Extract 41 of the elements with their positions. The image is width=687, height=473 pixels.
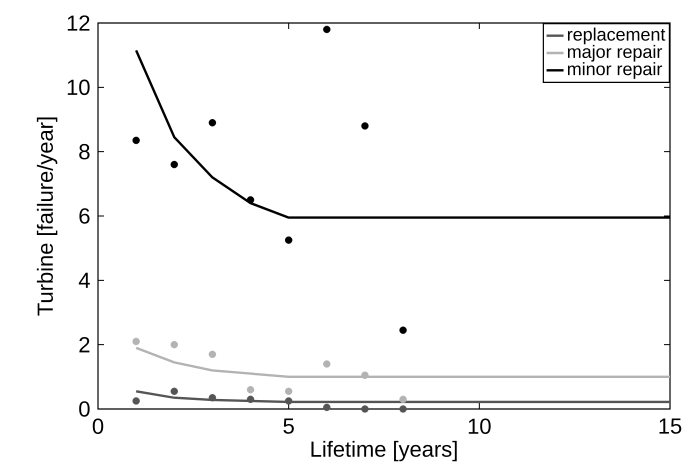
x-tick-label: 15 (659, 418, 682, 434)
point (132, 136, 140, 144)
y-tick-label: 6 (79, 208, 90, 224)
y-tick-label: 8 (79, 144, 90, 160)
point (132, 338, 140, 346)
line-series (134, 346, 670, 378)
y-tick-label: 10 (68, 80, 90, 96)
point (361, 122, 369, 130)
point (323, 26, 330, 34)
point (246, 386, 254, 394)
point (170, 388, 178, 395)
y-tick-label: 12 (68, 15, 90, 31)
x-tick-label: 0 (92, 418, 104, 434)
legend-label: major repair (568, 44, 662, 62)
x-tick-label: 10 (468, 418, 491, 434)
point (208, 119, 216, 126)
y-axis-title: Turbine [failure/year] (36, 118, 58, 316)
legend-label: replacement (568, 28, 666, 44)
point (399, 326, 407, 334)
point (284, 388, 292, 395)
y-tick-label: 0 (79, 401, 90, 417)
x-axis-title: Lifetime [years] (311, 440, 457, 462)
point (208, 350, 216, 358)
y-tick-label: 4 (78, 272, 90, 288)
point (246, 196, 254, 204)
x-tick-label: 5 (283, 418, 294, 434)
point (399, 405, 407, 413)
point (399, 396, 407, 404)
point (361, 372, 369, 379)
point (323, 360, 330, 368)
legend-label: minor repair (568, 62, 662, 79)
point (284, 397, 292, 405)
point (246, 396, 254, 404)
point (361, 405, 369, 413)
point (132, 397, 140, 405)
point (170, 340, 178, 348)
point (284, 236, 292, 244)
y-tick-label: 2 (79, 337, 90, 352)
point (170, 160, 178, 168)
point (323, 404, 330, 412)
point (208, 394, 216, 402)
